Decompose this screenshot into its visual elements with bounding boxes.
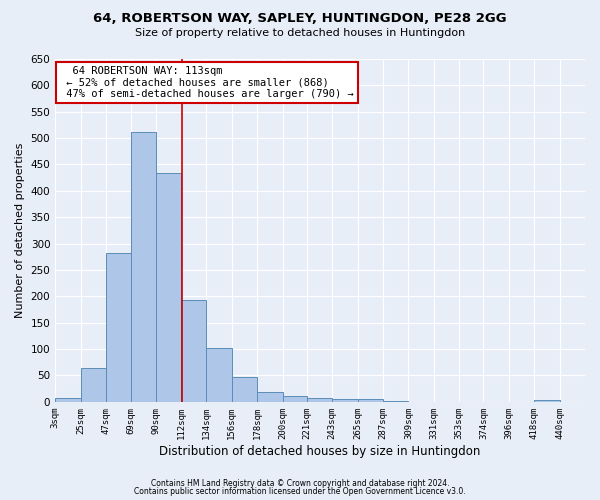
Text: Contains public sector information licensed under the Open Government Licence v3: Contains public sector information licen…	[134, 487, 466, 496]
Text: 64 ROBERTSON WAY: 113sqm  
 ← 52% of detached houses are smaller (868)
 47% of s: 64 ROBERTSON WAY: 113sqm ← 52% of detach…	[61, 66, 354, 99]
Bar	[55, 398, 80, 402]
Bar	[80, 368, 106, 402]
Bar	[534, 400, 560, 402]
Bar	[181, 300, 206, 402]
Bar	[155, 173, 181, 402]
Y-axis label: Number of detached properties: Number of detached properties	[15, 142, 25, 318]
Text: Size of property relative to detached houses in Huntingdon: Size of property relative to detached ho…	[135, 28, 465, 38]
Bar	[383, 401, 409, 402]
Text: 64, ROBERTSON WAY, SAPLEY, HUNTINGDON, PE28 2GG: 64, ROBERTSON WAY, SAPLEY, HUNTINGDON, P…	[93, 12, 507, 26]
Bar	[332, 399, 358, 402]
Bar	[106, 253, 131, 402]
Text: Contains HM Land Registry data © Crown copyright and database right 2024.: Contains HM Land Registry data © Crown c…	[151, 478, 449, 488]
Bar	[257, 392, 283, 402]
X-axis label: Distribution of detached houses by size in Huntingdon: Distribution of detached houses by size …	[160, 444, 481, 458]
Bar	[232, 377, 257, 402]
Bar	[358, 399, 383, 402]
Bar	[131, 132, 155, 402]
Bar	[206, 348, 232, 402]
Bar	[283, 396, 307, 402]
Bar	[307, 398, 332, 402]
